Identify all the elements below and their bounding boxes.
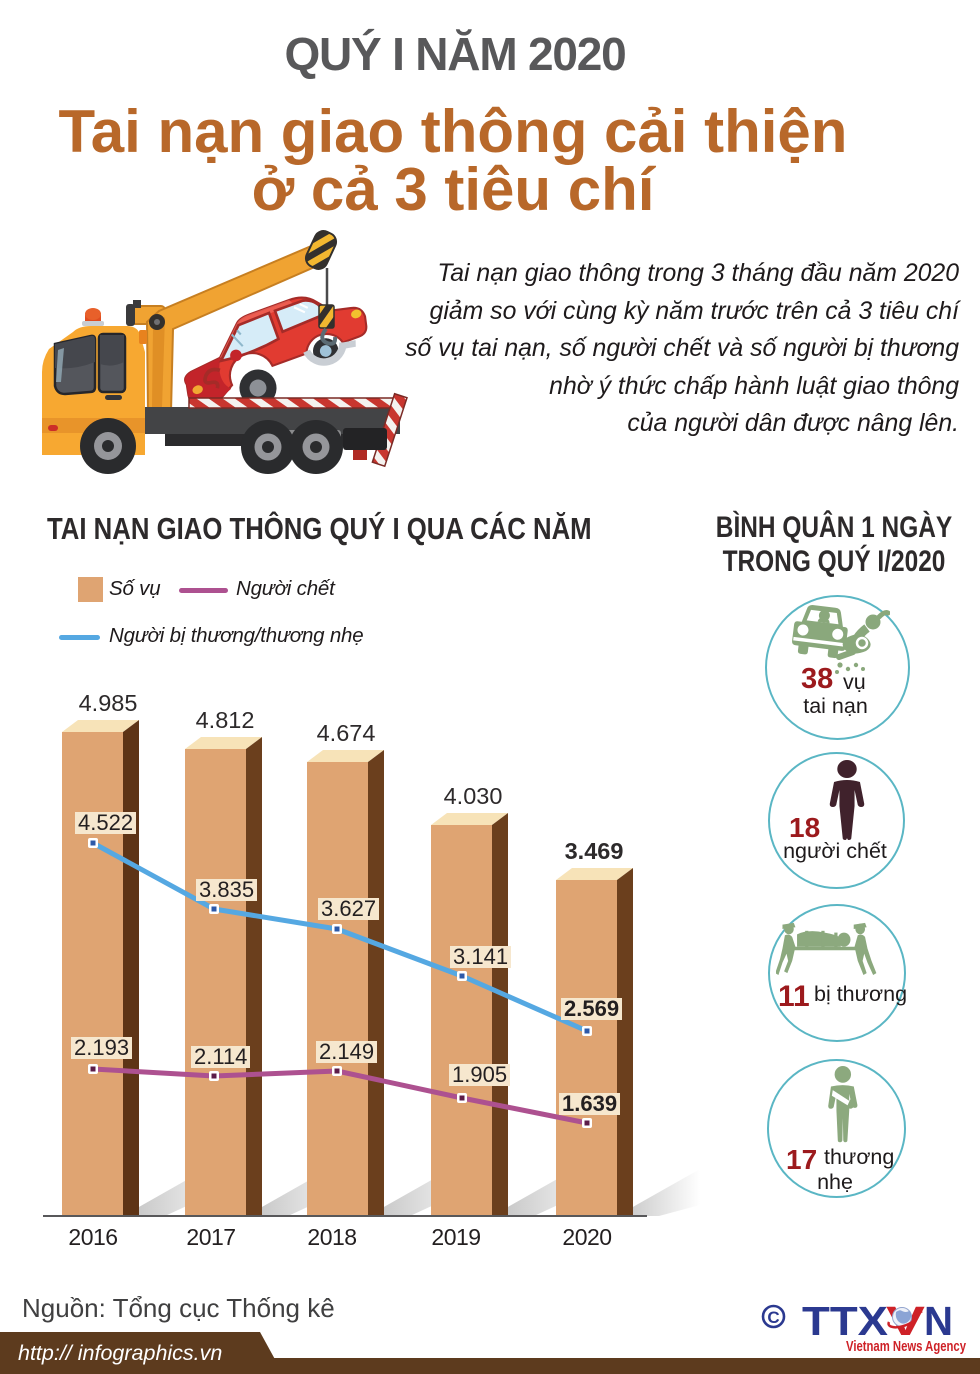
svg-text:TTX: TTX <box>802 1298 888 1344</box>
svg-text:C: C <box>767 1308 779 1327</box>
svg-text:N: N <box>924 1298 953 1344</box>
svg-text:Vietnam News Agency: Vietnam News Agency <box>846 1339 966 1355</box>
